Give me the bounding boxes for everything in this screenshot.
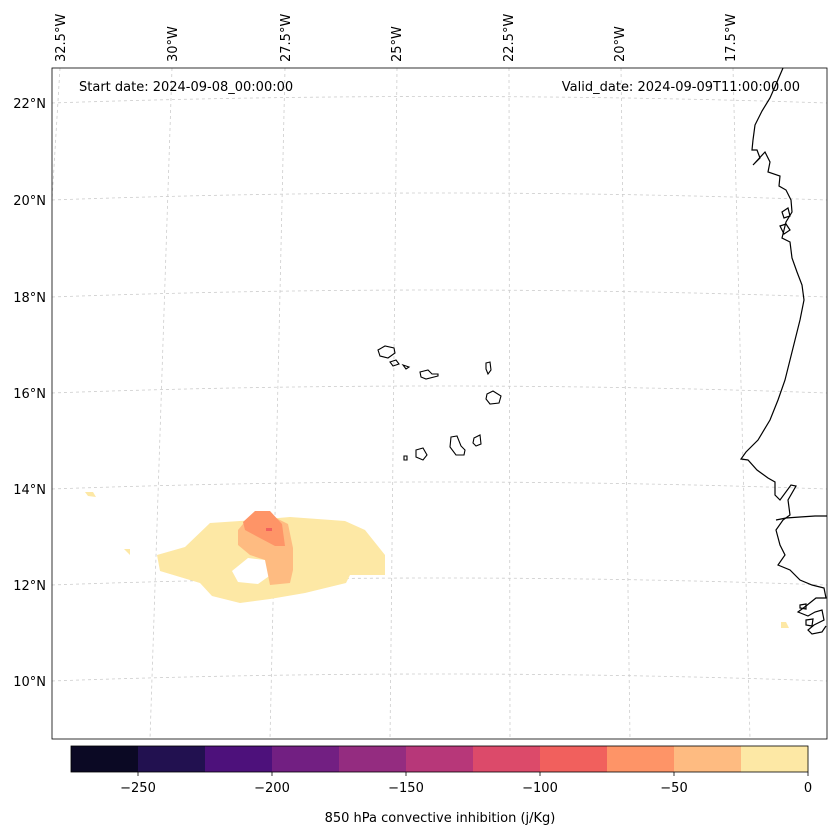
colorbar-swatch — [406, 746, 474, 772]
lon-label: 20°W — [613, 26, 628, 62]
lat-label: 16°N — [13, 387, 46, 402]
lat-label: 12°N — [13, 579, 46, 594]
colorbar-swatch — [71, 746, 139, 772]
colorbar-title: 850 hPa convective inhibition (j/Kg) — [325, 811, 556, 826]
lon-label: 32.5°W — [54, 14, 69, 62]
colorbar-swatches — [71, 746, 809, 772]
lat-label: 10°N — [13, 675, 46, 690]
colorbar-ticks — [137, 772, 809, 776]
longitude-labels: 32.5°W 30°W 27.5°W 25°W 22.5°W 20°W 17.5… — [54, 14, 739, 62]
lat-label: 22°N — [13, 97, 46, 112]
colorbar-swatch — [741, 746, 809, 772]
cin-contours — [85, 492, 789, 628]
colorbar-swatch — [138, 746, 206, 772]
lat-label: 20°N — [13, 194, 46, 209]
latitude-labels: 22°N 20°N 18°N 16°N 14°N 12°N 10°N — [13, 97, 46, 690]
map-area — [51, 67, 828, 740]
colorbar-tick-label: 0 — [804, 781, 812, 796]
lon-label: 17.5°W — [724, 14, 739, 62]
lon-label: 22.5°W — [502, 14, 517, 62]
colorbar-tick-label: −50 — [660, 781, 687, 796]
start-date-label: Start date: 2024-09-08_00:00:00 — [79, 80, 293, 95]
colorbar-swatch — [473, 746, 541, 772]
cin-hole — [232, 558, 272, 584]
colorbar-swatch — [674, 746, 742, 772]
colorbar-tick-label: −100 — [522, 781, 558, 796]
longitude-gridlines — [51, 67, 751, 740]
cin-speck-4 — [781, 622, 789, 628]
cin-speck-3 — [335, 575, 346, 583]
colorbar-swatch — [607, 746, 675, 772]
cin-region-75-to-100 — [266, 528, 272, 531]
lon-label: 25°W — [390, 26, 405, 62]
cin-speck-2 — [124, 549, 130, 555]
valid-date-label: Valid_date: 2024-09-09T11:00:00.00 — [562, 80, 800, 95]
africa-coastline — [739, 67, 827, 635]
cin-speck-1 — [85, 492, 96, 497]
lon-label: 30°W — [166, 26, 181, 62]
colorbar-tick-label: −150 — [388, 781, 424, 796]
colorbar-swatch — [205, 746, 273, 772]
colorbar-swatch — [339, 746, 407, 772]
lat-label: 18°N — [13, 291, 46, 306]
colorbar-tick-label: −250 — [120, 781, 156, 796]
colorbar-swatch — [540, 746, 608, 772]
colorbar: −250 −200 −150 −100 −50 0 850 hPa convec… — [70, 745, 812, 826]
latitude-gridlines — [51, 96, 828, 682]
cin-region-50-to-75 — [243, 511, 285, 546]
lat-label: 14°N — [13, 483, 46, 498]
colorbar-swatch — [272, 746, 340, 772]
colorbar-tick-label: −200 — [254, 781, 290, 796]
cape-verde-islands — [377, 345, 502, 461]
lon-label: 27.5°W — [279, 14, 294, 62]
